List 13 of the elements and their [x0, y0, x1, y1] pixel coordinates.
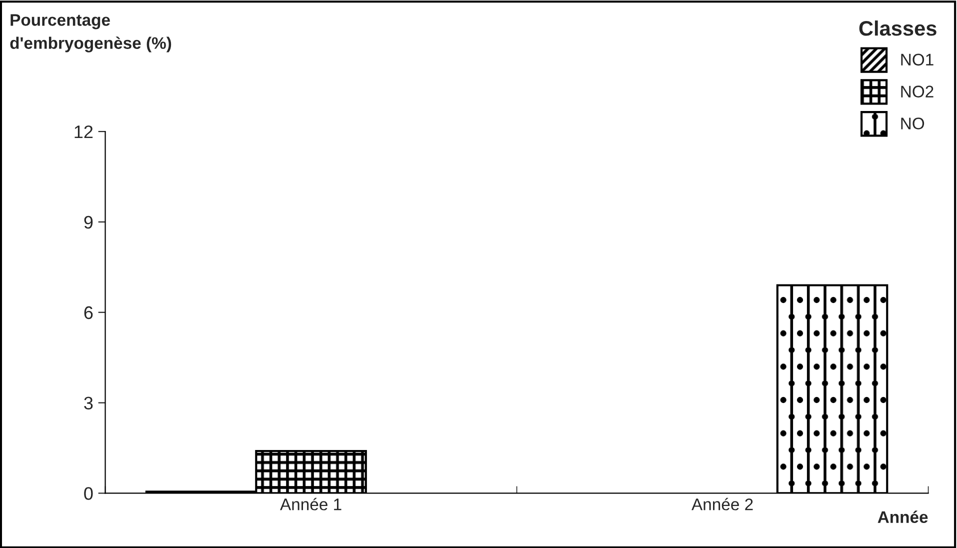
- y-tick-label: 3: [84, 396, 93, 410]
- x-tick-label: Année 1: [280, 498, 342, 510]
- legend-title: Classes: [859, 20, 936, 36]
- y-tick-label: 0: [84, 487, 93, 500]
- y-tick-label: 6: [84, 306, 93, 320]
- x-tick-label: Année 2: [692, 498, 753, 510]
- x-axis-title: Année: [878, 510, 928, 523]
- y-tick-label: 12: [74, 125, 93, 138]
- legend-label: NO: [901, 118, 924, 130]
- y-axis-title: Pourcentage d'embryogenèse (%): [10, 14, 172, 52]
- y-tick-label: 9: [84, 216, 93, 229]
- legend-label: NO2: [901, 86, 934, 98]
- legend-label: NO1: [901, 54, 934, 66]
